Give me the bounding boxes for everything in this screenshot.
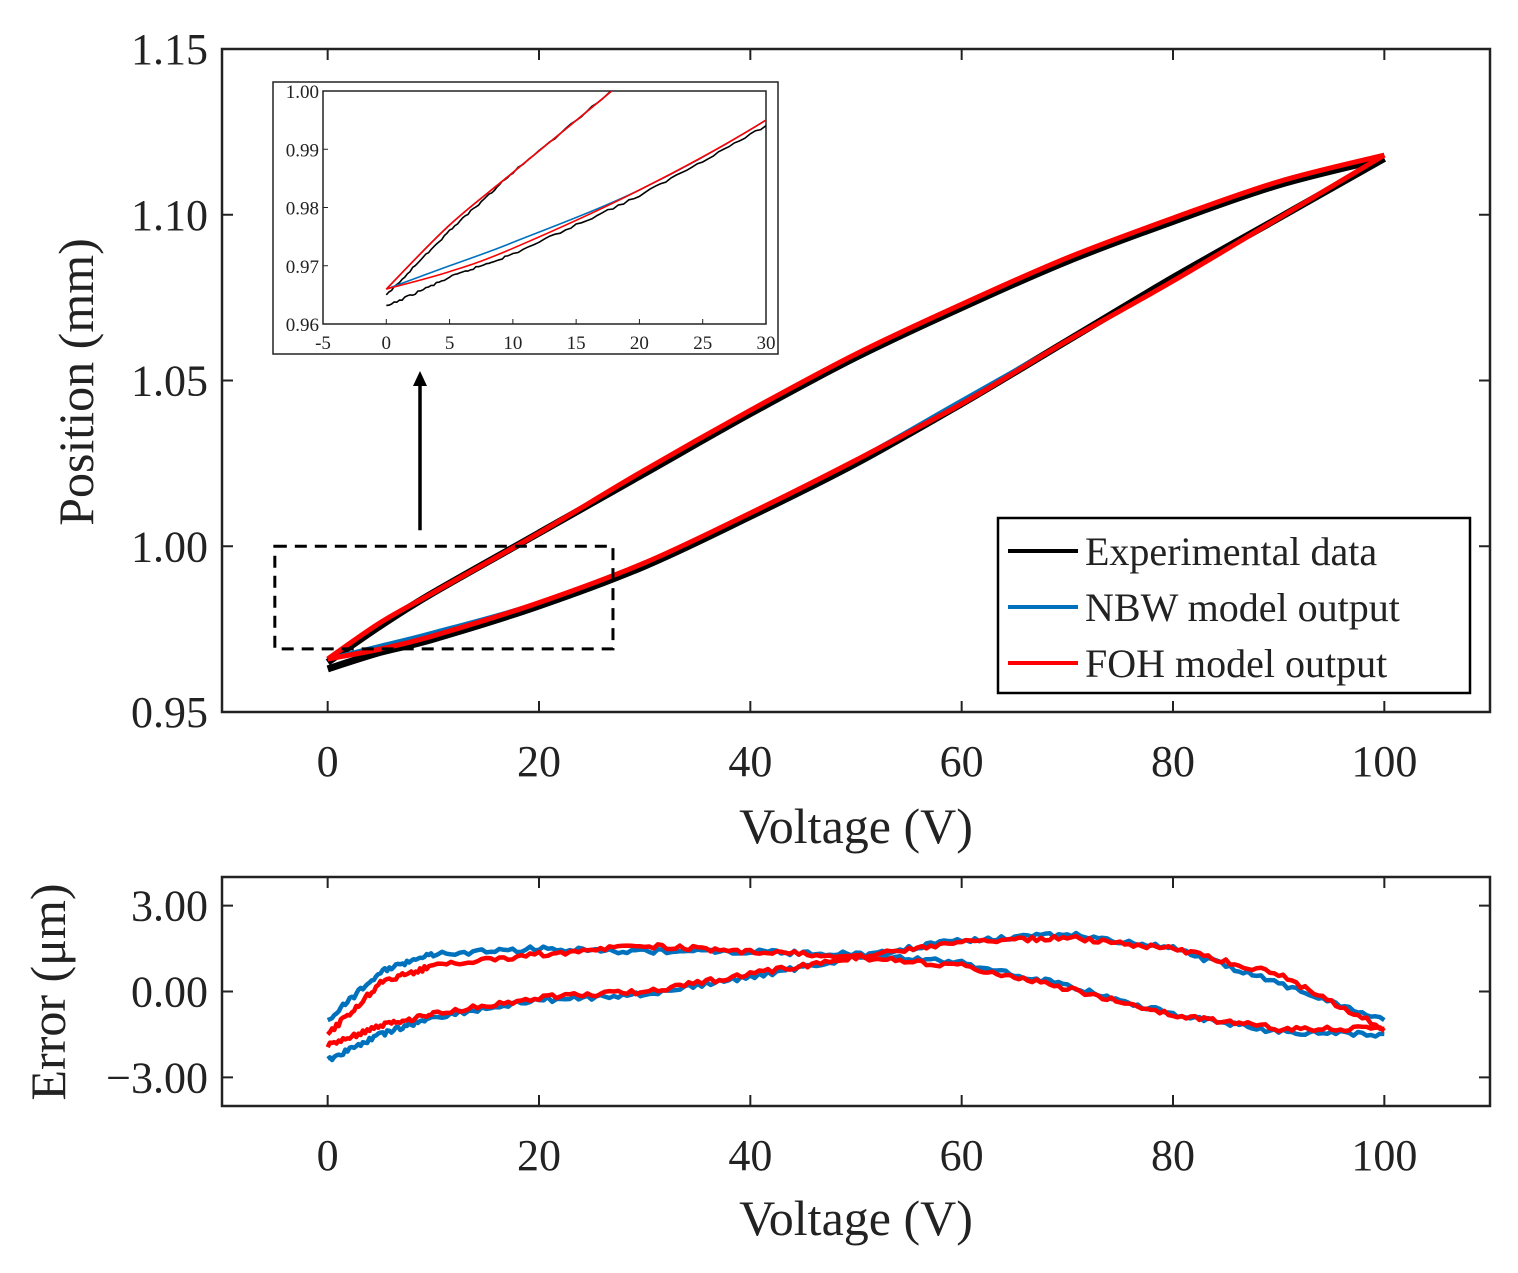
position-x-axis-title: Voltage (V): [739, 798, 973, 854]
inset-x-tick-label: 30: [757, 333, 776, 354]
error-x-tick-label: 40: [728, 1131, 772, 1180]
error-x-axis-title: Voltage (V): [739, 1190, 973, 1246]
position-y-tick-label: 1.10: [131, 191, 208, 240]
legend-label-foh: FOH model output: [1085, 641, 1387, 686]
position-x-tick-label: 60: [940, 737, 984, 786]
error-panel: 0 20 40 60 80 100 3.00 0.00 −3.00: [106, 875, 1492, 1180]
position-x-tick-label: 80: [1151, 737, 1195, 786]
error-y-tick-label: 3.00: [131, 882, 208, 931]
position-y-tick-label: 0.95: [131, 688, 208, 737]
position-x-tick-label: 40: [728, 737, 772, 786]
series-foh-model-descending-line: [326, 152, 1385, 662]
inset-series-nbw-model-ascending-line: [386, 119, 766, 290]
error-x-tick-label: 0: [317, 1131, 339, 1180]
inset-y-tick-label: 0.96: [286, 315, 319, 336]
inset-lines: [385, 91, 766, 307]
inset-series-foh-model-ascending-line: [386, 119, 766, 290]
inset-x-tick-label: 10: [503, 333, 522, 354]
inset-x-tick-label: 5: [445, 333, 455, 354]
inset-series-experimental-data-ascending-line: [386, 124, 766, 307]
inset-y-tick-label: 0.98: [286, 199, 319, 220]
inset-background: [272, 81, 779, 355]
position-y-tick-label: 1.15: [131, 25, 208, 74]
error-x-tick-label: 20: [517, 1131, 561, 1180]
zoom-arrow-head: [413, 371, 427, 386]
error-y-axis-title: Error (μm): [20, 884, 76, 1101]
legend-label-nbw: NBW model output: [1085, 585, 1400, 630]
zoom-inset-panel: -5 0 5 10 15 20 25 30 0.96 0.97 0.98 0.99 1.00: [272, 81, 779, 355]
legend: Experimental data NBW model output FOH m…: [996, 516, 1472, 695]
inset-x-tick-label: 15: [567, 333, 586, 354]
error-y-tick-label: −3.00: [106, 1053, 208, 1102]
position-y-tick-label: 1.05: [131, 357, 208, 406]
inset-x-tick-label: 0: [382, 333, 392, 354]
legend-label-experimental: Experimental data: [1085, 529, 1377, 574]
position-y-tick-label: 1.00: [131, 522, 208, 571]
position-y-axis-title: Position (mm): [48, 238, 104, 526]
inset-y-tick-label: 0.97: [286, 257, 319, 278]
inset-x-tick-label: 25: [693, 333, 712, 354]
inset-x-tick-label: 20: [630, 333, 649, 354]
error-y-tick-label: 0.00: [131, 968, 208, 1017]
position-x-tick-label: 20: [517, 737, 561, 786]
error-x-tick-label: 60: [940, 1131, 984, 1180]
error-series-foh-model-descending-line: [326, 942, 1386, 1036]
inset-y-tick-label: 1.00: [286, 82, 319, 103]
inset-series-foh-model-descending-line: [385, 91, 613, 290]
error-series-foh-model-ascending-line: [325, 933, 1385, 1049]
position-x-tick-label: 100: [1351, 737, 1417, 786]
inset-x-tick-label: -5: [315, 333, 331, 354]
series-foh-model-ascending-line: [327, 152, 1386, 662]
zoom-region-box: [273, 544, 615, 651]
inset-y-tick-label: 0.99: [286, 140, 319, 161]
error-x-tick-label: 100: [1351, 1131, 1417, 1180]
error-x-tick-label: 80: [1151, 1131, 1195, 1180]
position-x-tick-label: 0: [317, 737, 339, 786]
